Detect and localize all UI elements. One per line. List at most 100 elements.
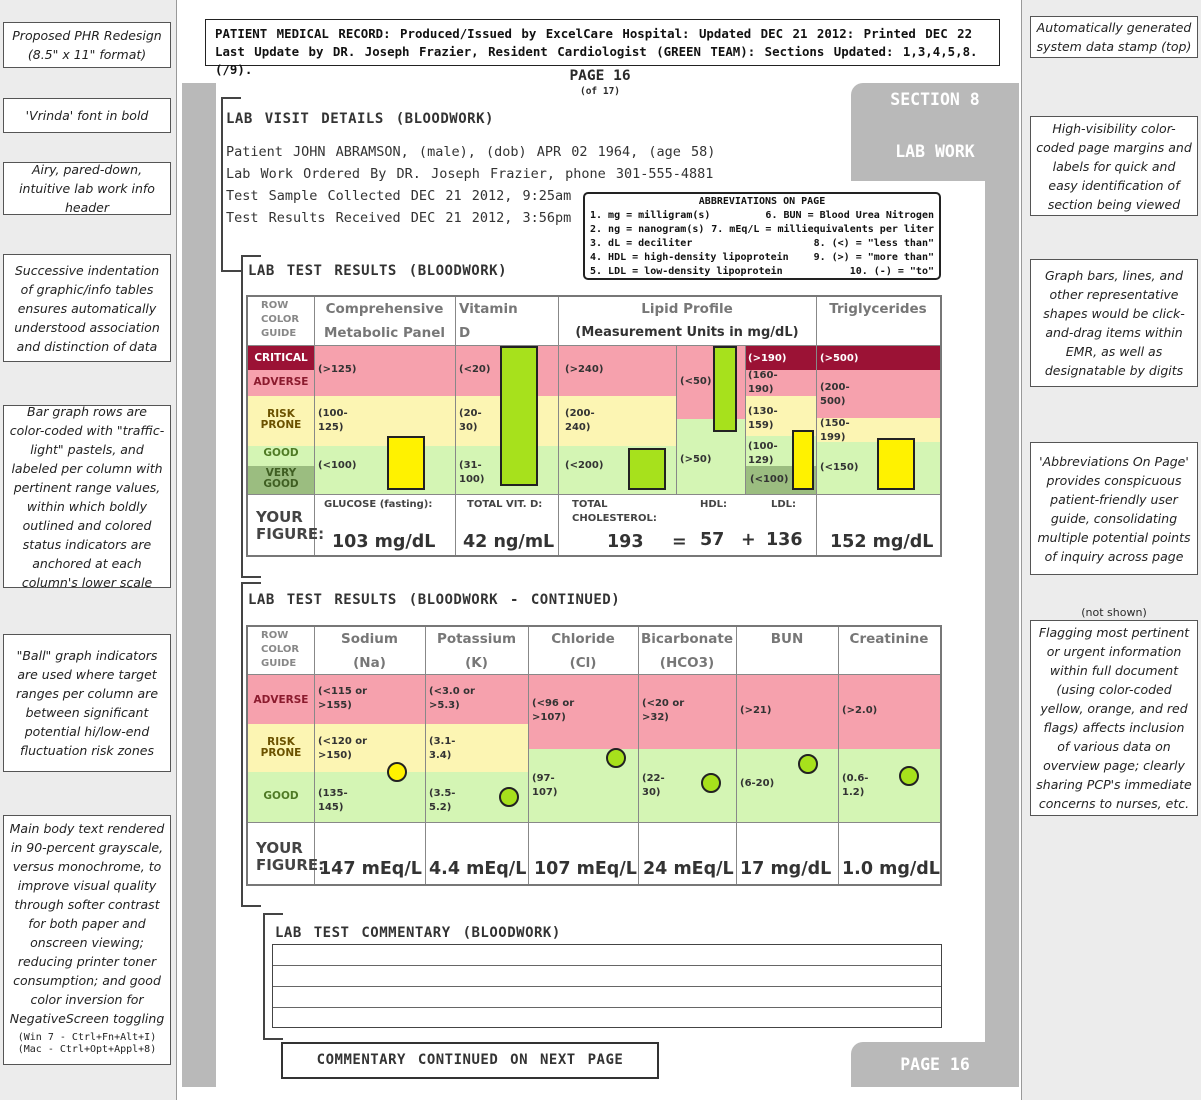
note-bar-graph: Bar graph rows are color-coded with "tra… [3, 404, 171, 590]
abbrev-row: 5. LDL = low-density lipoprotein 10. (-) … [590, 266, 934, 277]
header-chloride[interactable]: Chloride (Cl) [551, 631, 615, 671]
chol-adverse [558, 346, 676, 396]
abbrev-row: 4. HDL = high-density lipoprotein 9. (>) … [590, 252, 934, 263]
value-vitd[interactable]: 42 ng/mL [463, 532, 555, 552]
value-ldl[interactable]: 136 [766, 530, 803, 550]
value-potassium[interactable]: 4.4 mEq/L [429, 859, 527, 879]
visit-title: LAB VISIT DETAILS (BLOODWORK) [226, 111, 494, 127]
figure-row [248, 494, 940, 555]
header-creatinine[interactable]: Creatinine [849, 631, 929, 647]
range-hdl-good: (>50) [680, 454, 712, 465]
bar-ldl[interactable] [792, 430, 814, 490]
visit-received: Test Results Received DEC 21 2012, 3:56p… [226, 210, 572, 226]
zone2-adverse-extend [528, 724, 940, 749]
results-continued-title: LAB TEST RESULTS (BLOODWORK - CONTINUED) [248, 592, 621, 608]
header-trig[interactable]: Triglycerides [829, 301, 927, 317]
range-cr-good: (0.6- 1.2) [842, 773, 869, 798]
value-glucose[interactable]: 103 mg/dL [332, 532, 436, 552]
bar-cholesterol[interactable] [628, 448, 666, 490]
col-divider [314, 627, 315, 884]
range-k-adverse: (<3.0 or >5.3) [429, 686, 475, 711]
range-glucose-good: (<100) [318, 460, 357, 471]
header-lipid[interactable]: Lipid Profile (Measurement Units in mg/dL… [575, 301, 799, 340]
note-font: 'Vrinda' font in bold [3, 98, 171, 133]
ball-bun[interactable] [798, 754, 818, 774]
col-divider [558, 297, 559, 555]
commentary-box[interactable] [272, 944, 942, 1028]
value-creatinine[interactable]: 1.0 mg/dL [842, 859, 940, 879]
range-vitd-adverse: (<20) [459, 364, 491, 375]
note-indentation: Successive indentation of graphic/info t… [3, 254, 171, 362]
header-potassium[interactable]: Potassium (K) [436, 631, 517, 671]
value-cholesterol[interactable]: 193 [607, 532, 644, 552]
value-chloride[interactable]: 107 mEq/L [534, 859, 637, 879]
commentary-continued-button[interactable]: COMMENTARY CONTINUED ON NEXT PAGE [281, 1042, 659, 1079]
range-na-good: (135- 145) [318, 788, 348, 813]
range-ldl-adverse: (160- 190) [748, 370, 778, 395]
bar-triglycerides[interactable] [877, 438, 915, 490]
commentary-title: LAB TEST COMMENTARY (BLOODWORK) [275, 925, 561, 941]
zone2-label-adverse: ADVERSE [253, 694, 309, 706]
left-color-margin [182, 83, 216, 1087]
commentary-line[interactable] [273, 966, 941, 987]
bar-glucose[interactable] [387, 436, 425, 490]
label-total: TOTAL [572, 499, 608, 510]
ball-creatinine[interactable] [899, 766, 919, 786]
page-footer-tab[interactable]: PAGE 16 [851, 1042, 1019, 1087]
bar-hdl[interactable] [713, 346, 737, 432]
range-cl-good: (97- 107) [532, 773, 558, 798]
value-sodium[interactable]: 147 mEq/L [319, 859, 422, 879]
range-ldl-critical: (>190) [748, 353, 787, 364]
zone-label-critical: CRITICAL [254, 352, 308, 364]
zone-label-good: GOOD [263, 447, 299, 459]
range-ldl-verygood: (<100) [750, 474, 789, 485]
trig-adverse [816, 370, 940, 418]
col-divider [838, 627, 839, 884]
range-vitd-good: (31- 100) [459, 460, 485, 485]
commentary-line[interactable] [273, 945, 941, 966]
note-ball-graph: "Ball" graph indicators are used where t… [3, 634, 171, 772]
zone2-label-risk: RISK PRONE [260, 736, 302, 759]
value-bun[interactable]: 17 mg/dL [740, 859, 832, 879]
value-triglycerides[interactable]: 152 mg/dL [830, 532, 934, 552]
page-number: PAGE 16 [569, 68, 631, 84]
zone2-good [248, 772, 940, 822]
commentary-line[interactable] [273, 987, 941, 1008]
range-ldl-risk: (130- 159) [748, 406, 778, 431]
stamp-line-1: PATIENT MEDICAL RECORD: Produced/Issued … [215, 26, 973, 41]
header-vitd[interactable]: Vitamin D [459, 301, 518, 341]
zone2-label-good: GOOD [263, 790, 299, 802]
header-bicarbonate[interactable]: Bicarbonate (HCO3) [641, 631, 733, 671]
abbrev-row: 2. ng = nanogram(s) 7. mEq/L = milliequiv… [590, 224, 934, 235]
ball-bicarbonate[interactable] [701, 773, 721, 793]
ball-chloride[interactable] [606, 748, 626, 768]
ball-sodium[interactable] [387, 762, 407, 782]
ball-potassium[interactable] [499, 787, 519, 807]
value-bicarbonate[interactable]: 24 mEq/L [643, 859, 734, 879]
note-flagging: Flagging most pertinent or urgent inform… [1030, 620, 1198, 816]
label-vitd: TOTAL VIT. D: [467, 499, 543, 510]
col-divider [425, 627, 426, 884]
col-divider [745, 346, 746, 494]
range-trig-risk: (150- 199) [820, 418, 850, 443]
col-divider [528, 627, 529, 884]
bar-vitd[interactable] [500, 346, 538, 486]
header-bun[interactable]: BUN [770, 631, 804, 647]
note-margins: High-visibility color-coded page margins… [1030, 116, 1198, 216]
section-tab[interactable]: SECTION 8 LAB WORK [851, 83, 1019, 181]
range-glucose-adverse: (>125) [318, 364, 357, 375]
bracket-results [241, 255, 261, 578]
guide-verygood [248, 466, 314, 494]
value-hdl[interactable]: 57 [700, 530, 725, 550]
header-sodium[interactable]: Sodium (Na) [341, 631, 398, 671]
range-trig-good: (<150) [820, 462, 859, 473]
ldl-critical [745, 346, 816, 370]
zone-label-risk: RISK PRONE [260, 408, 302, 431]
header-row-2 [248, 627, 940, 675]
bracket-commentary [263, 913, 283, 1040]
zone2-good-extend [528, 749, 940, 772]
shortcut-win: (Win 7 - Ctrl+Fn+Alt+I) [17, 1032, 157, 1043]
header-cmp[interactable]: Comprehensive Metabolic Panel [323, 301, 446, 341]
label-glucose: GLUCOSE (fasting): [324, 499, 433, 510]
range-chol-risk: (200- 240) [565, 408, 595, 433]
